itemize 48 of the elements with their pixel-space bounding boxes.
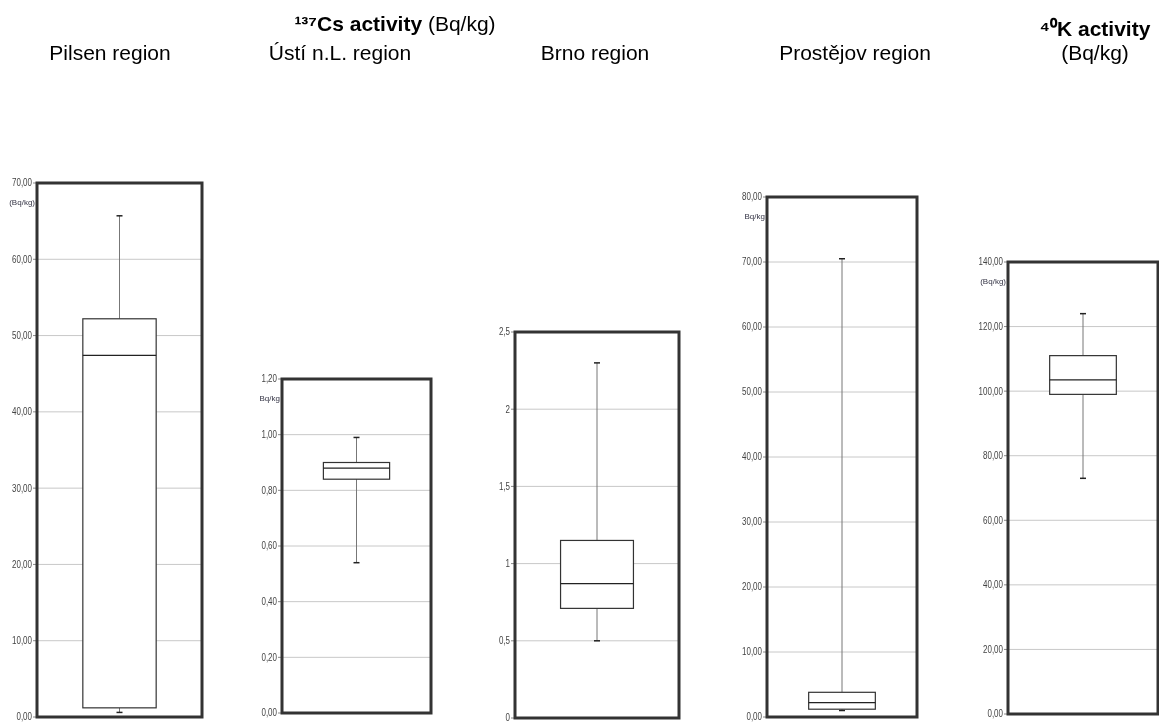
y-axis-title: (Bq/kg): [980, 277, 1007, 286]
y-tick-label: 0,00: [987, 708, 1003, 720]
y-tick-label: 0,80: [261, 485, 277, 497]
y-tick-label: 60,00: [12, 253, 32, 265]
y-tick-label: 1,00: [261, 429, 277, 441]
y-tick-label: 20,00: [742, 581, 762, 593]
y-tick-label: 0,40: [261, 596, 277, 608]
y-tick-label: 80,00: [983, 450, 1003, 462]
y-tick-label: 20,00: [12, 559, 32, 571]
chart-title: Prostějov region: [779, 41, 931, 64]
y-tick-label: 0,00: [746, 711, 762, 722]
y-tick-label: 100,00: [978, 385, 1003, 397]
y-tick-label: 0,5: [498, 635, 510, 647]
chart-title: ¹³⁷Cs activity (Bq/kg): [294, 12, 496, 35]
y-tick-label: 10,00: [12, 635, 32, 647]
y-tick-label: 70,00: [12, 177, 32, 189]
chart-title: ⁴⁰K activity (Bq/kg): [1039, 17, 1151, 64]
y-axis-title: Bq/kg: [259, 394, 280, 403]
y-tick-label: 50,00: [742, 386, 762, 398]
y-tick-label: 1,20: [261, 373, 277, 385]
y-tick-label: 50,00: [12, 330, 32, 342]
y-tick-label: 1: [505, 558, 510, 570]
y-tick-label: 80,00: [742, 191, 762, 203]
y-axis-title: (Bq/kg): [9, 198, 36, 207]
chart-title: Pilsen region: [49, 41, 171, 64]
y-tick-label: 20,00: [983, 644, 1003, 656]
y-tick-label: 30,00: [12, 482, 32, 494]
y-tick-label: 0,60: [261, 540, 277, 552]
y-tick-label: 40,00: [12, 406, 32, 418]
chart-subtitle: Ústí n.L. region: [268, 41, 412, 64]
y-tick-label: 2,5: [498, 326, 510, 338]
y-tick-label: 0,00: [261, 707, 277, 719]
y-tick-label: 0: [505, 712, 510, 722]
y-tick-label: 120,00: [978, 321, 1003, 333]
y-tick-label: 60,00: [983, 514, 1003, 526]
y-tick-label: 1,5: [498, 481, 510, 493]
y-tick-label: 60,00: [742, 321, 762, 333]
y-tick-label: 0,00: [16, 711, 32, 722]
y-tick-label: 30,00: [742, 516, 762, 528]
y-tick-label: 70,00: [742, 256, 762, 268]
y-axis-title: Bq/kg: [744, 212, 765, 221]
y-tick-label: 0,20: [261, 652, 277, 664]
chart-title: Brno region: [540, 41, 650, 64]
y-tick-label: 40,00: [983, 579, 1003, 591]
y-tick-label: 40,00: [742, 451, 762, 463]
y-tick-label: 140,00: [978, 256, 1003, 268]
y-tick-label: 2: [505, 403, 510, 415]
y-tick-label: 10,00: [742, 646, 762, 658]
